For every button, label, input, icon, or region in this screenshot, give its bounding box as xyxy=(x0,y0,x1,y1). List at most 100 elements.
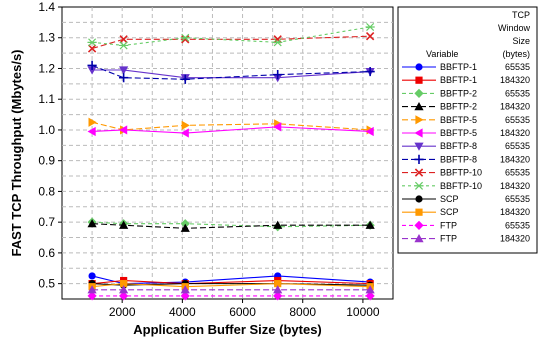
y-tick-label: 1.0 xyxy=(38,123,55,137)
series-bbftp-8-184320 xyxy=(87,60,375,84)
legend-series-name: SCP xyxy=(440,207,459,217)
legend-marker xyxy=(414,168,424,177)
data-point xyxy=(87,219,97,228)
data-point xyxy=(365,32,375,41)
legend-marker xyxy=(414,220,424,230)
data-point xyxy=(87,44,97,53)
legend-entry: SCP 65535 xyxy=(402,194,530,204)
legend-marker xyxy=(415,76,423,84)
legend-series-window: 184320 xyxy=(500,181,530,191)
legend-series-window: 184320 xyxy=(500,154,530,164)
y-tick-label: 0.5 xyxy=(38,277,55,291)
legend-header-window: (bytes) xyxy=(502,49,530,59)
legend-series-name: BBFTP-2 xyxy=(440,88,477,98)
data-point xyxy=(365,22,375,32)
data-point xyxy=(273,70,283,80)
legend-header-variable: Variable xyxy=(426,49,458,59)
legend-marker xyxy=(414,234,424,243)
legend-entry: FTP 184320 xyxy=(402,234,530,244)
legend-marker xyxy=(414,102,424,111)
data-point xyxy=(87,291,97,301)
data-point xyxy=(180,33,190,42)
series-bbftp-10-184320 xyxy=(87,22,375,50)
legend-series-name: BBFTP-8 xyxy=(440,141,477,151)
legend-entry: BBFTP-8 65535 xyxy=(402,141,530,151)
series-line xyxy=(92,26,371,46)
legend-marker xyxy=(414,154,424,164)
y-tick-label: 0.8 xyxy=(38,184,55,198)
legend-entry: BBFTP-8 184320 xyxy=(402,154,530,164)
legend-marker xyxy=(415,63,423,71)
data-point xyxy=(88,117,97,127)
data-point xyxy=(273,122,282,132)
legend-entry: BBFTP-5 65535 xyxy=(402,115,530,125)
legend-series-window: 65535 xyxy=(505,220,530,230)
data-point xyxy=(273,291,283,301)
legend-marker xyxy=(415,195,423,203)
data-point xyxy=(87,126,96,137)
legend-marker xyxy=(414,181,424,190)
data-point xyxy=(180,223,190,232)
series-ftp-184320 xyxy=(87,285,375,294)
data-point xyxy=(119,220,129,229)
series-ftp-65535 xyxy=(87,291,375,301)
data-point xyxy=(365,285,375,294)
axes: 2000 4000 6000 8000 10000 0.5 0.6 0.7 0.8 0.9 1.0 1… xyxy=(38,0,380,319)
data-point xyxy=(119,73,129,83)
legend-series-window: 184320 xyxy=(500,207,530,217)
legend-series-name: BBFTP-8 xyxy=(440,154,477,164)
series-bbftp-2-184320 xyxy=(87,219,375,232)
legend-entry: BBFTP-1 184320 xyxy=(402,75,530,85)
data-point xyxy=(119,66,129,75)
legend-entry: FTP 65535 xyxy=(402,220,530,230)
legend-entry: BBFTP-1 65535 xyxy=(402,62,530,72)
x-tick-label: 2000 xyxy=(109,305,136,319)
legend-series-window: 65535 xyxy=(505,88,530,98)
data-point xyxy=(273,285,283,294)
x-tick-label: 6000 xyxy=(229,305,256,319)
legend-series-name: SCP xyxy=(440,194,459,204)
data-point xyxy=(87,38,97,47)
data-point xyxy=(365,220,375,229)
data-point xyxy=(88,272,96,280)
legend-series-name: FTP xyxy=(440,234,457,244)
data-point xyxy=(181,120,190,130)
y-tick-label: 1.2 xyxy=(38,61,55,75)
series-lines xyxy=(87,22,375,301)
legend-series-window: 184320 xyxy=(500,128,530,138)
plot-area xyxy=(61,6,394,300)
legend-series-name: BBFTP-10 xyxy=(440,168,482,178)
y-tick-label: 0.9 xyxy=(38,154,55,168)
legend-series-name: FTP xyxy=(440,220,457,230)
legend-series-window: 65535 xyxy=(505,62,530,72)
legend-series-window: 184320 xyxy=(500,234,530,244)
y-tick-label: 0.6 xyxy=(38,246,55,260)
data-point xyxy=(365,66,375,77)
legend-marker xyxy=(415,208,423,216)
legend-marker xyxy=(414,88,424,98)
data-point xyxy=(119,291,129,301)
y-axis-label: FAST TCP Throughput (Mbytes/s) xyxy=(9,49,24,256)
legend-series-window: 184320 xyxy=(500,102,530,112)
legend-entry: SCP 184320 xyxy=(402,207,530,217)
data-point xyxy=(180,285,190,294)
legend-series-window: 184320 xyxy=(500,75,530,85)
data-point xyxy=(273,38,283,47)
data-point xyxy=(119,41,129,50)
legend-header-window: Window xyxy=(498,23,531,33)
legend-series-window: 65535 xyxy=(505,141,530,151)
legend-entry: BBFTP-10 65535 xyxy=(402,168,530,178)
legend-series-name: BBFTP-10 xyxy=(440,181,482,191)
data-point xyxy=(119,125,128,135)
legend-entry: BBFTP-2 65535 xyxy=(402,88,530,98)
data-point xyxy=(365,126,374,137)
data-point xyxy=(87,285,97,294)
legend-header-window: Size xyxy=(512,36,530,46)
data-point xyxy=(120,280,128,288)
data-point xyxy=(180,128,189,138)
y-tick-label: 1.3 xyxy=(38,31,55,45)
data-point xyxy=(181,35,190,44)
data-point xyxy=(273,220,283,229)
data-point xyxy=(180,219,190,229)
